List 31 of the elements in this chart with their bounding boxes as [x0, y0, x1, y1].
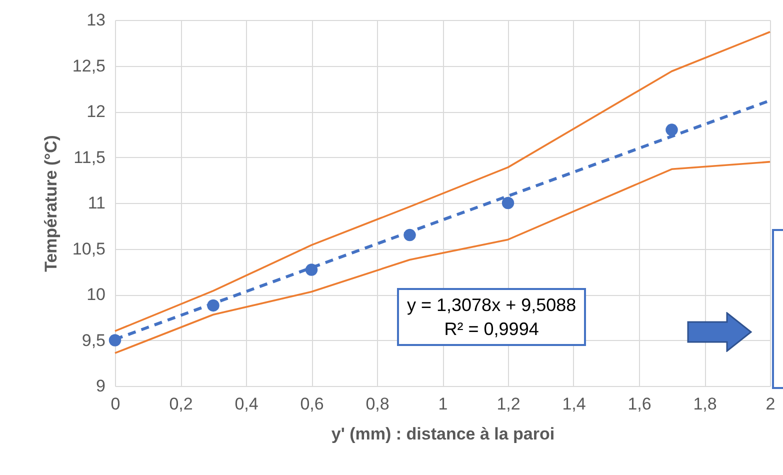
x-tick-label: 2: [766, 394, 776, 414]
x-tick-label: 0,4: [234, 394, 258, 414]
annotation: y = 1,3078x + 9,5088: [407, 294, 576, 317]
y-tick-label: 12: [86, 102, 106, 121]
point: [404, 228, 416, 242]
x-tick-label: 1,8: [693, 394, 717, 414]
y-tick-label: 10,5: [72, 239, 106, 258]
y-tick-label: 9,5: [82, 330, 106, 350]
y-tick-label: 12,5: [72, 56, 106, 76]
x-tick-label: 1: [438, 394, 448, 414]
x-axis-title: y' (mm) : distance à la paroi: [331, 424, 555, 444]
y-tick-label: 11: [88, 194, 106, 212]
point: [666, 124, 678, 136]
x-tick-label: 1,2: [496, 394, 520, 414]
x-tick-label: 0,6: [300, 394, 324, 414]
x-tick-label: 0,2: [169, 394, 193, 414]
y-tick-label: 9: [96, 376, 106, 396]
x-tick-label: 1,6: [628, 394, 652, 414]
point: [108, 334, 122, 346]
point: [305, 264, 318, 276]
y-tick-label: 11,5: [74, 148, 106, 167]
point: [207, 299, 220, 312]
x-tick-label: 0,8: [366, 394, 390, 414]
annotation: R² = 0,9994: [443, 318, 540, 341]
line-series: [114, 160, 771, 354]
y-axis-title: Température (°C): [41, 135, 60, 272]
x-tick-label: 1,4: [562, 394, 586, 414]
y-tick-label: 10: [86, 285, 106, 304]
point: [502, 196, 514, 210]
x-tick-label: 0: [110, 394, 120, 414]
y-tick-label: 13: [86, 10, 106, 30]
